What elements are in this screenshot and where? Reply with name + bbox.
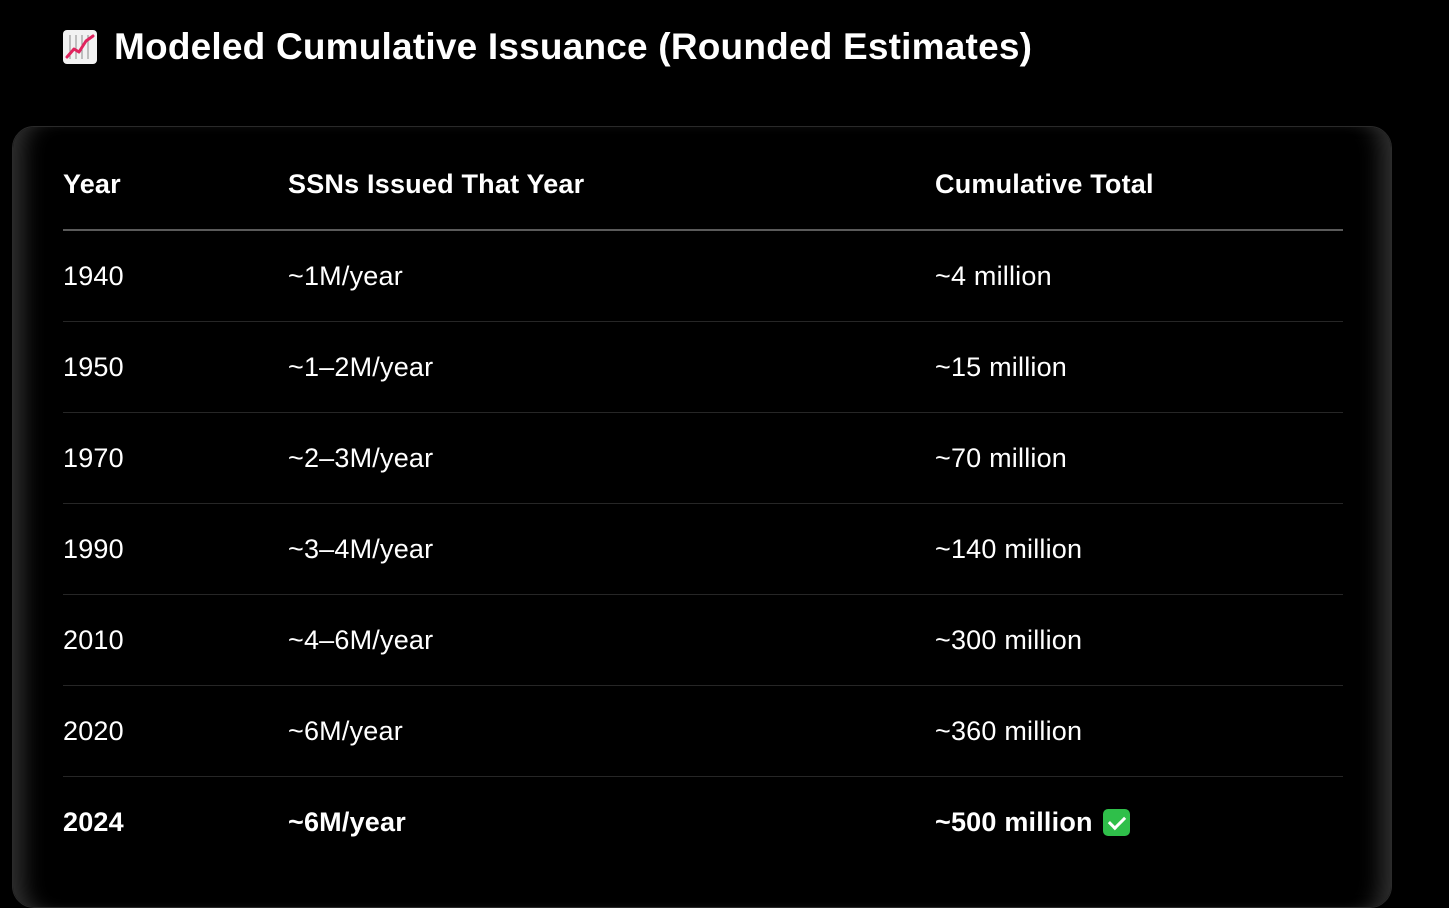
table-row: 2020 ~6M/year ~360 million (63, 686, 1343, 777)
cell-total: ~500 million (935, 806, 1093, 837)
header-total: Cumulative Total (935, 168, 1154, 199)
cell-total: ~15 million (935, 351, 1068, 382)
cell-issued: ~1M/year (288, 260, 403, 291)
cell-year: 2010 (63, 624, 124, 655)
cell-total: ~4 million (935, 260, 1052, 291)
table-row: 1970 ~2–3M/year ~70 million (63, 413, 1343, 504)
check-mark-button-icon (1102, 808, 1130, 836)
cell-total: ~360 million (935, 715, 1083, 746)
cell-issued: ~4–6M/year (288, 624, 434, 655)
table-row: 2010 ~4–6M/year ~300 million (63, 595, 1343, 686)
header-year: Year (63, 168, 121, 199)
cell-year: 1940 (63, 260, 124, 291)
cell-total: ~140 million (935, 533, 1083, 564)
cell-year: 1990 (63, 533, 124, 564)
cell-total: ~300 million (935, 624, 1083, 655)
cell-issued: ~3–4M/year (288, 533, 434, 564)
table-header-row: Year SSNs Issued That Year Cumulative To… (63, 139, 1343, 231)
page-title-container: Modeled Cumulative Issuance (Rounded Est… (62, 22, 1032, 72)
cell-total: ~70 million (935, 442, 1068, 473)
header-issued: SSNs Issued That Year (288, 168, 585, 199)
cell-issued: ~6M/year (288, 806, 406, 837)
cell-total-with-badge: ~500 million (935, 807, 1343, 838)
chart-increasing-icon (62, 29, 98, 65)
cell-year: 1970 (63, 442, 124, 473)
cell-year: 2020 (63, 715, 124, 746)
cell-year: 2024 (63, 806, 124, 837)
cell-year: 1950 (63, 351, 124, 382)
table-row-highlighted: 2024 ~6M/year ~500 million (63, 777, 1343, 867)
cell-issued: ~2–3M/year (288, 442, 434, 473)
table-row: 1940 ~1M/year ~4 million (63, 231, 1343, 322)
page-title: Modeled Cumulative Issuance (Rounded Est… (114, 26, 1033, 67)
cell-issued: ~6M/year (288, 715, 403, 746)
issuance-table: Year SSNs Issued That Year Cumulative To… (63, 139, 1343, 867)
table-row: 1990 ~3–4M/year ~140 million (63, 504, 1343, 595)
cell-issued: ~1–2M/year (288, 351, 434, 382)
issuance-table-card: Year SSNs Issued That Year Cumulative To… (12, 126, 1392, 908)
table-row: 1950 ~1–2M/year ~15 million (63, 322, 1343, 413)
